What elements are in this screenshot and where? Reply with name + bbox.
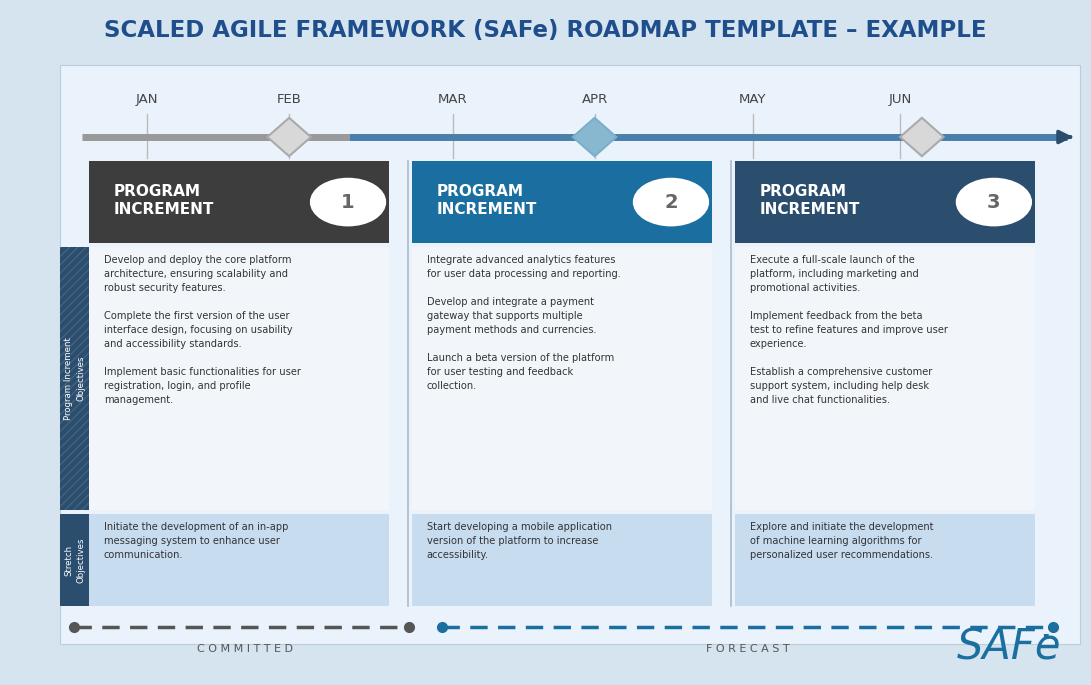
Circle shape [634,179,708,225]
Text: 3: 3 [987,192,1000,212]
Text: PROGRAM
INCREMENT: PROGRAM INCREMENT [759,184,860,217]
Text: SCALED AGILE FRAMEWORK (SAFe) ROADMAP TEMPLATE – EXAMPLE: SCALED AGILE FRAMEWORK (SAFe) ROADMAP TE… [105,19,986,42]
FancyBboxPatch shape [60,247,89,510]
Text: Explore and initiate the development
of machine learning algorithms for
personal: Explore and initiate the development of … [750,522,933,560]
FancyBboxPatch shape [735,247,1035,510]
FancyBboxPatch shape [89,161,389,243]
FancyBboxPatch shape [412,247,712,510]
Text: Program Increment
Objectives: Program Increment Objectives [64,337,85,420]
Polygon shape [573,118,616,156]
Text: Execute a full-scale launch of the
platform, including marketing and
promotional: Execute a full-scale launch of the platf… [750,255,947,405]
Text: F O R E C A S T: F O R E C A S T [706,644,789,654]
Polygon shape [267,118,311,156]
Text: 1: 1 [341,192,355,212]
FancyBboxPatch shape [89,514,389,606]
Text: ·: · [1040,625,1051,652]
FancyBboxPatch shape [412,514,712,606]
Circle shape [311,179,385,225]
FancyBboxPatch shape [60,514,89,606]
Circle shape [957,179,1031,225]
Text: Start developing a mobile application
version of the platform to increase
access: Start developing a mobile application ve… [427,522,612,560]
FancyBboxPatch shape [412,161,712,243]
Text: MAR: MAR [437,93,468,105]
Text: PROGRAM
INCREMENT: PROGRAM INCREMENT [113,184,214,217]
Text: MAY: MAY [739,93,767,105]
Text: JUN: JUN [888,93,912,105]
Text: Integrate advanced analytics features
for user data processing and reporting.

D: Integrate advanced analytics features fo… [427,255,621,391]
Text: Stretch
Objectives: Stretch Objectives [64,537,85,583]
FancyBboxPatch shape [735,161,1035,243]
Text: Develop and deploy the core platform
architecture, ensuring scalability and
robu: Develop and deploy the core platform arc… [104,255,301,405]
Text: Initiate the development of an in-app
messaging system to enhance user
communica: Initiate the development of an in-app me… [104,522,288,560]
Text: 2: 2 [664,192,678,212]
Text: APR: APR [582,93,608,105]
Polygon shape [900,118,944,156]
Text: JAN: JAN [136,93,158,105]
Text: C O M M I T T E D: C O M M I T T E D [197,644,293,654]
Text: PROGRAM
INCREMENT: PROGRAM INCREMENT [436,184,537,217]
FancyBboxPatch shape [60,65,1080,644]
FancyBboxPatch shape [735,514,1035,606]
Text: FEB: FEB [277,93,301,105]
Text: SAFe: SAFe [957,626,1062,669]
FancyBboxPatch shape [89,247,389,510]
